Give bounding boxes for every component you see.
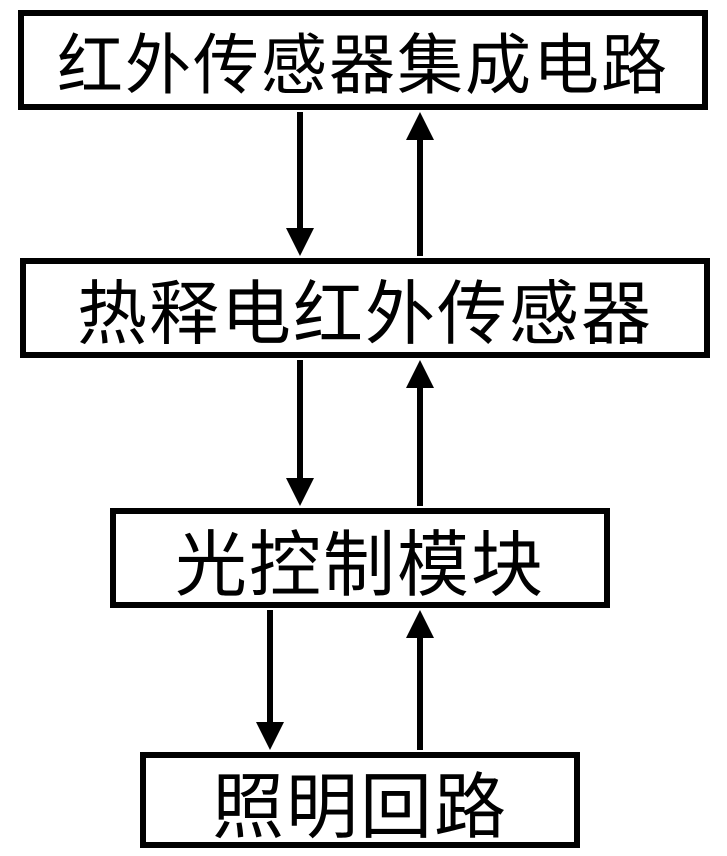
arrow-down-shaft (297, 112, 303, 228)
arrow-up-head-icon (406, 610, 434, 638)
arrow-down-head-icon (286, 228, 314, 256)
arrow-up-shaft (417, 140, 423, 256)
node-lighting-circuit: 照明回路 (140, 752, 580, 848)
arrow-up-head-icon (406, 112, 434, 140)
node-light-control-module: 光控制模块 (110, 508, 610, 608)
arrow-down-head-icon (256, 722, 284, 750)
node-label: 照明回路 (212, 748, 508, 853)
arrow-down-shaft (267, 610, 273, 722)
node-ir-sensor-ic: 红外传感器集成电路 (18, 10, 708, 110)
node-label: 光控制模块 (175, 506, 545, 611)
node-label: 热释电红外传感器 (77, 258, 653, 359)
arrow-up-head-icon (406, 360, 434, 388)
arrow-down-shaft (297, 360, 303, 478)
arrow-up-shaft (417, 638, 423, 750)
node-pyroelectric-ir-sensor: 热释电红外传感器 (20, 258, 710, 358)
arrow-up-shaft (417, 388, 423, 506)
flowchart-canvas: 红外传感器集成电路 热释电红外传感器 光控制模块 照明回路 (0, 0, 727, 856)
arrow-down-head-icon (286, 478, 314, 506)
node-label: 红外传感器集成电路 (57, 12, 669, 108)
